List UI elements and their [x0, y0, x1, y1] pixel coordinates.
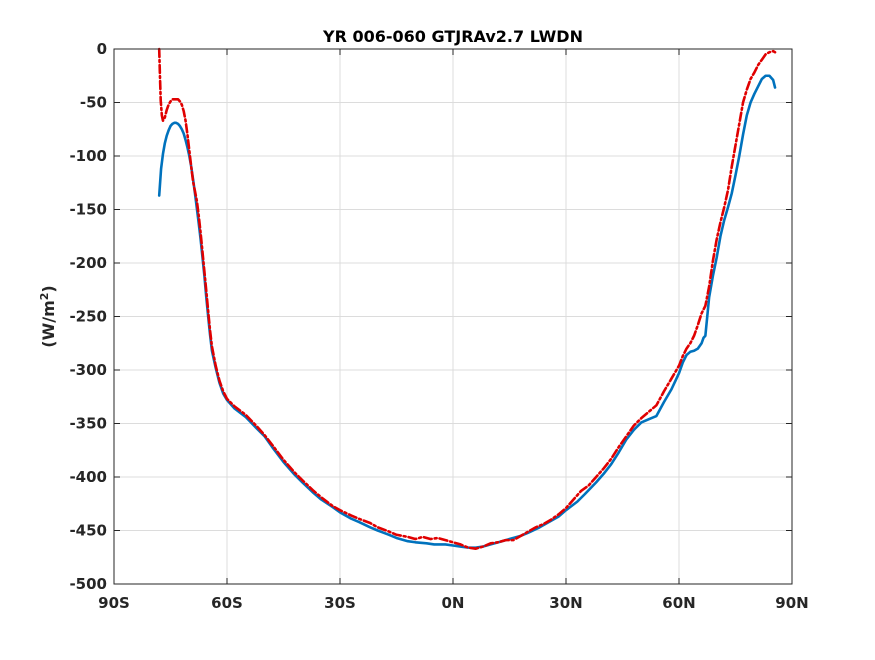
x-tick-label: 30N — [549, 594, 582, 612]
y-tick-label: -300 — [69, 361, 107, 379]
y-tick-label: -200 — [69, 254, 107, 272]
series-line-2 — [157, 47, 777, 550]
tick-layer — [113, 48, 793, 585]
y-axis-label-main: (W/m — [39, 300, 58, 347]
y-axis-label-suffix: ) — [39, 285, 58, 292]
x-tick-label: 0N — [442, 594, 465, 612]
x-tick-label: 30S — [324, 594, 356, 612]
y-tick-label: -500 — [69, 575, 107, 593]
y-tick-label: -50 — [80, 94, 107, 112]
series-layer — [157, 47, 777, 550]
y-tick-label: -400 — [69, 468, 107, 486]
y-axis-label: (W/m2) — [38, 285, 59, 347]
x-tick-label: 60S — [211, 594, 243, 612]
label-layer: 90S 60S 30S 0N 30N 60N 90N 0 -50 -100 -150 -200 -250… — [69, 40, 808, 612]
x-tick-label: 60N — [662, 594, 695, 612]
x-tick-label: 90S — [98, 594, 130, 612]
series-line-1 — [157, 74, 777, 549]
x-tick-label: 90N — [775, 594, 808, 612]
y-tick-label: -250 — [69, 308, 107, 326]
y-tick-label: -150 — [69, 201, 107, 219]
y-tick-label: -350 — [69, 415, 107, 433]
y-tick-label: 0 — [97, 40, 107, 58]
y-axis-label-superscript: 2 — [38, 293, 51, 301]
y-tick-label: -450 — [69, 522, 107, 540]
y-tick-label: -100 — [69, 147, 107, 165]
chart-title: YR 006-060 GTJRAv2.7 LWDN — [322, 27, 583, 46]
